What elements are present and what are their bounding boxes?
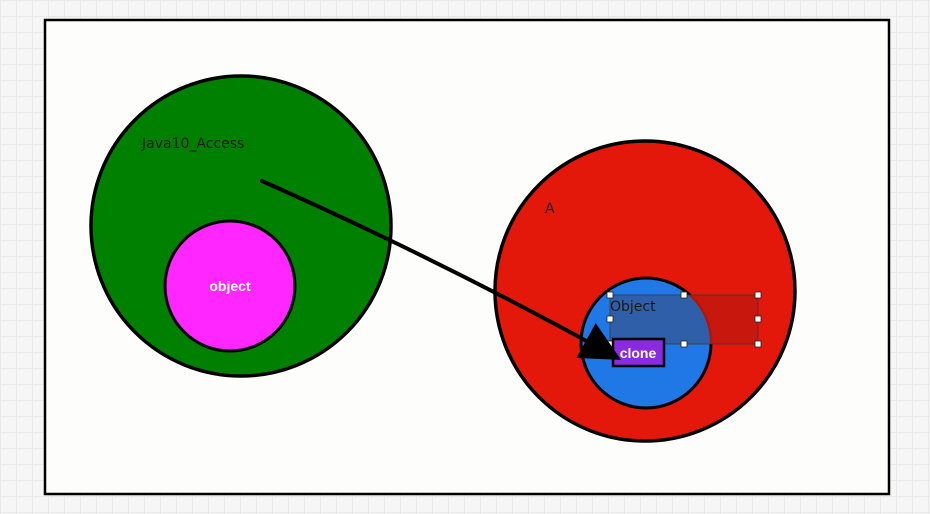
clone-method-label: clone [620,345,657,361]
selection-handle-bottom-mid[interactable] [680,340,688,348]
selection-handle-top-right[interactable] [754,291,762,299]
selection-handle-top-left[interactable] [606,291,614,299]
object-package-label: object [209,278,251,294]
java10-access-label: Java10_Access [141,136,244,152]
object-package-circle[interactable] [163,219,297,353]
selection-box[interactable] [582,279,762,407]
selection-handle-bottom-right[interactable] [754,340,762,348]
object-class-label: Object [610,299,656,315]
selection-handle-top-mid[interactable] [680,291,688,299]
selection-handle-mid-left[interactable] [606,315,614,323]
selection-handle-mid-right[interactable] [754,315,762,323]
a-label: A [545,201,555,217]
access-arrow[interactable] [260,179,622,360]
selection-fill-inside-circle [610,295,710,344]
